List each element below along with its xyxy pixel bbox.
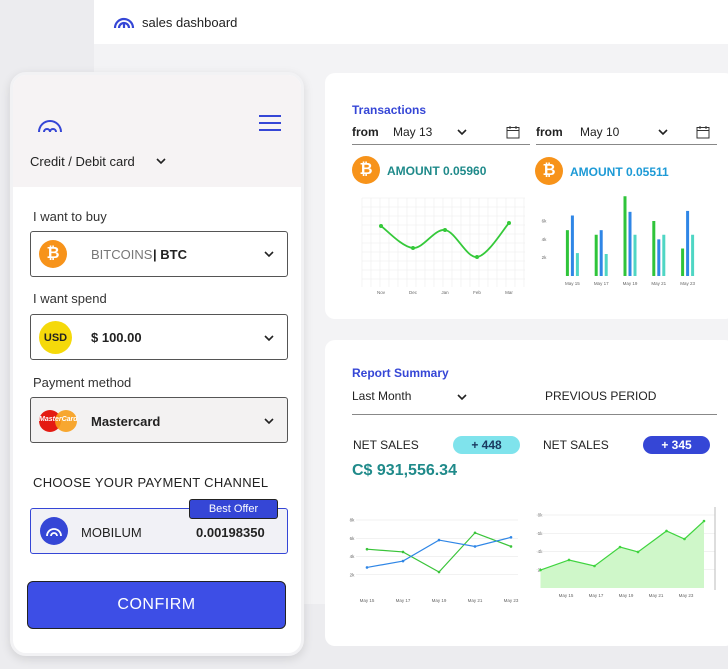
top-bar: sales dashboard xyxy=(94,0,728,44)
method-label: Payment method xyxy=(33,375,132,390)
btc-icon: ₿ xyxy=(352,156,380,184)
metric-change: + 448 xyxy=(453,436,520,454)
mastercard-text: MasterCard xyxy=(39,416,78,423)
chevron xyxy=(264,335,274,342)
amount: AMOUNT 0.05960 xyxy=(387,164,487,178)
filter-value[interactable]: May 10 xyxy=(580,125,620,139)
buy-label: I want to buy xyxy=(33,209,107,224)
usd-icon: USD xyxy=(39,321,72,354)
channel-value: 0.00198350 xyxy=(196,525,265,540)
calendar-icon[interactable] xyxy=(506,125,520,139)
buy-code: | BTC xyxy=(153,247,187,262)
channel-option[interactable]: MOBILUM 0.00198350 xyxy=(30,508,288,554)
divider xyxy=(352,414,717,415)
spend-label: I want spend xyxy=(33,291,107,306)
calendar-icon[interactable] xyxy=(696,125,710,139)
channel-name: MOBILUM xyxy=(81,525,142,540)
amount: AMOUNT 0.05511 xyxy=(570,165,669,179)
payment-card: Credit / Debit card I want to buy ₿ BITC… xyxy=(10,72,304,656)
chevron xyxy=(457,129,467,136)
transactions-panel: Transactions from May 13 from May 10 ₿ A… xyxy=(325,73,728,319)
channel-title: CHOOSE YOUR PAYMENT CHANNEL xyxy=(33,475,269,490)
metric-label: NET SALES xyxy=(353,438,419,452)
filter-label: from xyxy=(352,125,379,139)
buy-currency: BITCOINS xyxy=(91,247,153,262)
divider xyxy=(352,144,530,145)
filter-value[interactable]: May 13 xyxy=(393,125,433,139)
report-panel: Report Summary Last Month PREVIOUS PERIO… xyxy=(325,340,728,646)
logo xyxy=(38,120,62,133)
logo xyxy=(113,17,135,29)
btc-icon: ₿ xyxy=(39,240,67,268)
chevron xyxy=(658,129,668,136)
metric-change: + 345 xyxy=(643,436,710,454)
buy-select[interactable]: ₿ BITCOINS | BTC xyxy=(30,231,288,277)
mobilum-icon xyxy=(40,517,68,545)
compare-label: PREVIOUS PERIOD xyxy=(545,389,657,403)
divider xyxy=(536,144,717,145)
method-value: Mastercard xyxy=(91,414,161,429)
total-sales: C$ 931,556.34 xyxy=(352,462,457,479)
mastercard-logo: MasterCard xyxy=(39,410,78,432)
period-select[interactable]: Last Month xyxy=(352,389,412,403)
chevron xyxy=(156,158,166,165)
confirm-button[interactable]: CONFIRM xyxy=(27,581,286,629)
spend-input[interactable]: USD $ 100.00 xyxy=(30,314,288,360)
report-title: Report Summary xyxy=(352,366,449,380)
method-select[interactable]: MasterCard Mastercard xyxy=(30,397,288,443)
btc-icon: ₿ xyxy=(535,157,563,185)
filter-label: from xyxy=(536,125,563,139)
menu-button[interactable] xyxy=(257,113,283,133)
chevron xyxy=(264,418,274,425)
chevron xyxy=(264,251,274,258)
chevron xyxy=(457,394,467,401)
transactions-title: Transactions xyxy=(352,103,427,117)
card-tab[interactable]: Credit / Debit card xyxy=(30,154,135,169)
spend-amount: $ 100.00 xyxy=(91,330,142,345)
offer-badge: Best Offer xyxy=(189,499,278,519)
app-title: sales dashboard xyxy=(142,15,238,30)
metric-label: NET SALES xyxy=(543,438,609,452)
